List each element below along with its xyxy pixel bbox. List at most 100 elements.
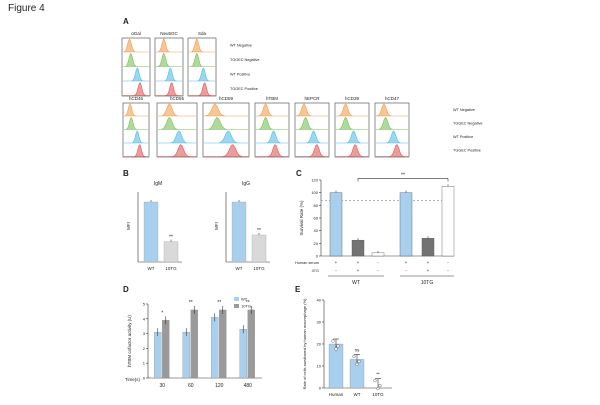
chart-c-yticklabel-5: 100 bbox=[311, 190, 318, 195]
chart-b-bar-1-1 bbox=[251, 234, 267, 263]
legend-top-2: WT Positive bbox=[230, 73, 250, 77]
histogram-curve-bottom-1-0 bbox=[158, 103, 196, 117]
histogram-curve-bottom-2-3 bbox=[204, 144, 248, 157]
chart-d-xticklabel-1: 60 bbox=[188, 383, 194, 389]
histogram-title-bottom-5: hCD39 bbox=[345, 96, 360, 101]
chart-e-sig-2: ** bbox=[376, 372, 380, 377]
histogram-curve-top-2-3 bbox=[189, 82, 215, 96]
histogram-frame-bottom-6 bbox=[374, 102, 410, 158]
chart-c-yticklabel-6: 120 bbox=[311, 178, 318, 183]
histogram-frame-bottom-3 bbox=[254, 102, 290, 158]
histogram-title-bottom-2: hCD59 bbox=[219, 96, 234, 101]
histogram-curve-bottom-0-1 bbox=[124, 116, 148, 130]
histogram-curve-bottom-4-1 bbox=[296, 116, 328, 130]
chart-e-ylabel: Rate of cells swallowed by human macroph… bbox=[302, 298, 307, 390]
chart-d-xlabel: Time(s) bbox=[125, 377, 141, 382]
chart-c-sign-0-5: - bbox=[447, 260, 449, 265]
chart-e-yticklabel-1: 10 bbox=[317, 364, 322, 369]
chart-d-legend-label-0: WT bbox=[241, 297, 248, 302]
chart-d-bar-1-3 bbox=[247, 309, 255, 379]
chart-c-sign-1-3: - bbox=[405, 268, 407, 273]
chart-c-sign-1-2: - bbox=[377, 268, 379, 273]
chart-d-ylabel: hTBM cofactor activity (U) bbox=[127, 315, 132, 367]
histogram-curve-top-0-3 bbox=[123, 82, 149, 96]
histogram-curve-bottom-4-0 bbox=[295, 103, 328, 117]
chart-d-sig-2: ** bbox=[217, 300, 221, 306]
chart-c-sign-0-2: - bbox=[377, 260, 379, 265]
histogram-curve-bottom-2-0 bbox=[203, 103, 248, 117]
chart-b-ylabel-0: MFI bbox=[126, 222, 131, 230]
histogram-title-top-0: αGal bbox=[131, 31, 141, 36]
histogram-curve-bottom-6-1 bbox=[376, 116, 408, 130]
chart-d-legend-label-1: 10TG bbox=[241, 304, 251, 309]
chart-d-bar-1-1 bbox=[190, 309, 198, 379]
histogram-frame-bottom-0 bbox=[122, 102, 150, 158]
histogram-curve-bottom-0-2 bbox=[124, 130, 148, 144]
chart-e-xticklabel-2: 10TG bbox=[372, 392, 384, 397]
chart-b-title-0: IgM bbox=[154, 181, 162, 187]
chart-b-xlabel-1-1: 10TG bbox=[253, 266, 265, 271]
histogram-curve-bottom-5-1 bbox=[336, 116, 368, 130]
histogram-curve-bottom-6-2 bbox=[376, 130, 408, 144]
chart-e-point-2-1 bbox=[378, 384, 382, 388]
chart-c-sign-0-0: + bbox=[335, 260, 338, 265]
chart-b-bar-0-1 bbox=[163, 241, 179, 263]
chart-c-yticklabel-0: 0 bbox=[316, 254, 319, 259]
chart-c-yticklabel-1: 20 bbox=[314, 241, 319, 246]
histogram-curve-top-1-0 bbox=[156, 38, 182, 53]
histogram-frame-bottom-1 bbox=[156, 102, 198, 158]
chart-b-title-1: IgG bbox=[242, 181, 250, 187]
chart-b-xlabel-0-0: WT bbox=[148, 266, 155, 271]
chart-e-point-0-1 bbox=[336, 344, 340, 348]
histogram-curve-bottom-5-2 bbox=[336, 130, 368, 144]
histogram-curve-top-2-1 bbox=[189, 52, 215, 67]
chart-c-yticklabel-3: 60 bbox=[314, 216, 319, 221]
chart-c-yticklabel-4: 80 bbox=[314, 203, 319, 208]
chart-d-yticklabel-1: 1 bbox=[143, 361, 146, 366]
chart-d-bar-1-0 bbox=[162, 320, 170, 379]
histogram-title-bottom-0: hCD46 bbox=[129, 96, 144, 101]
chart-c-bar-5 bbox=[441, 186, 455, 257]
histogram-curve-top-2-0 bbox=[189, 38, 215, 53]
histogram-title-bottom-6: hCD47 bbox=[385, 96, 400, 101]
chart-e-sig-1: ns bbox=[355, 347, 361, 352]
histogram-curve-bottom-0-0 bbox=[123, 103, 148, 117]
histogram-curve-top-0-2 bbox=[123, 67, 149, 82]
chart-d-sig-0: * bbox=[161, 310, 163, 316]
histogram-curve-bottom-0-3 bbox=[124, 144, 148, 157]
chart-d-legend-swatch-0 bbox=[234, 297, 239, 301]
legend-top-1: TGGEC Negative bbox=[230, 58, 260, 62]
chart-d-yticklabel-4: 4 bbox=[143, 316, 146, 321]
histogram-curve-top-1-1 bbox=[156, 52, 182, 67]
histogram-curve-bottom-6-0 bbox=[375, 103, 408, 117]
histogram-curve-bottom-1-3 bbox=[158, 144, 196, 157]
histogram-title-top-1: Neu5GC bbox=[160, 31, 178, 36]
histogram-curve-top-2-2 bbox=[189, 67, 215, 82]
chart-e-point-0-0 bbox=[331, 339, 335, 343]
chart-d-bar-0-1 bbox=[182, 331, 190, 379]
chart-e-point-0-2 bbox=[334, 347, 338, 351]
chart-e-yticklabel-0: 0 bbox=[319, 386, 322, 391]
chart-e-point-1-0 bbox=[352, 354, 356, 358]
chart-c-bar-1 bbox=[351, 239, 365, 257]
legend-bottom-3: TGGEC Positive bbox=[453, 149, 481, 153]
chart-e-xticklabel-1: WT bbox=[354, 392, 361, 397]
panel-d-letter: D bbox=[123, 285, 129, 294]
chart-c-bar-2 bbox=[371, 252, 385, 257]
chart-c-sign-0-3: + bbox=[405, 260, 408, 265]
chart-c-sign-0-1: + bbox=[357, 260, 360, 265]
histogram-curve-bottom-1-2 bbox=[158, 130, 196, 144]
legend-bottom-1: TGGEC Negative bbox=[453, 122, 483, 126]
chart-e-point-2-0 bbox=[373, 379, 377, 383]
chart-d-yticklabel-0: 0 bbox=[143, 376, 146, 381]
histogram-curve-bottom-5-0 bbox=[336, 103, 368, 117]
histogram-curve-bottom-2-2 bbox=[204, 130, 248, 144]
histogram-frame-top-0 bbox=[121, 37, 151, 97]
chart-e-bar-0 bbox=[328, 343, 344, 389]
chart-b-xlabel-1-0: WT bbox=[236, 266, 243, 271]
chart-d-sig-1: ** bbox=[189, 300, 193, 306]
chart-e-yticklabel-2: 20 bbox=[317, 342, 322, 347]
